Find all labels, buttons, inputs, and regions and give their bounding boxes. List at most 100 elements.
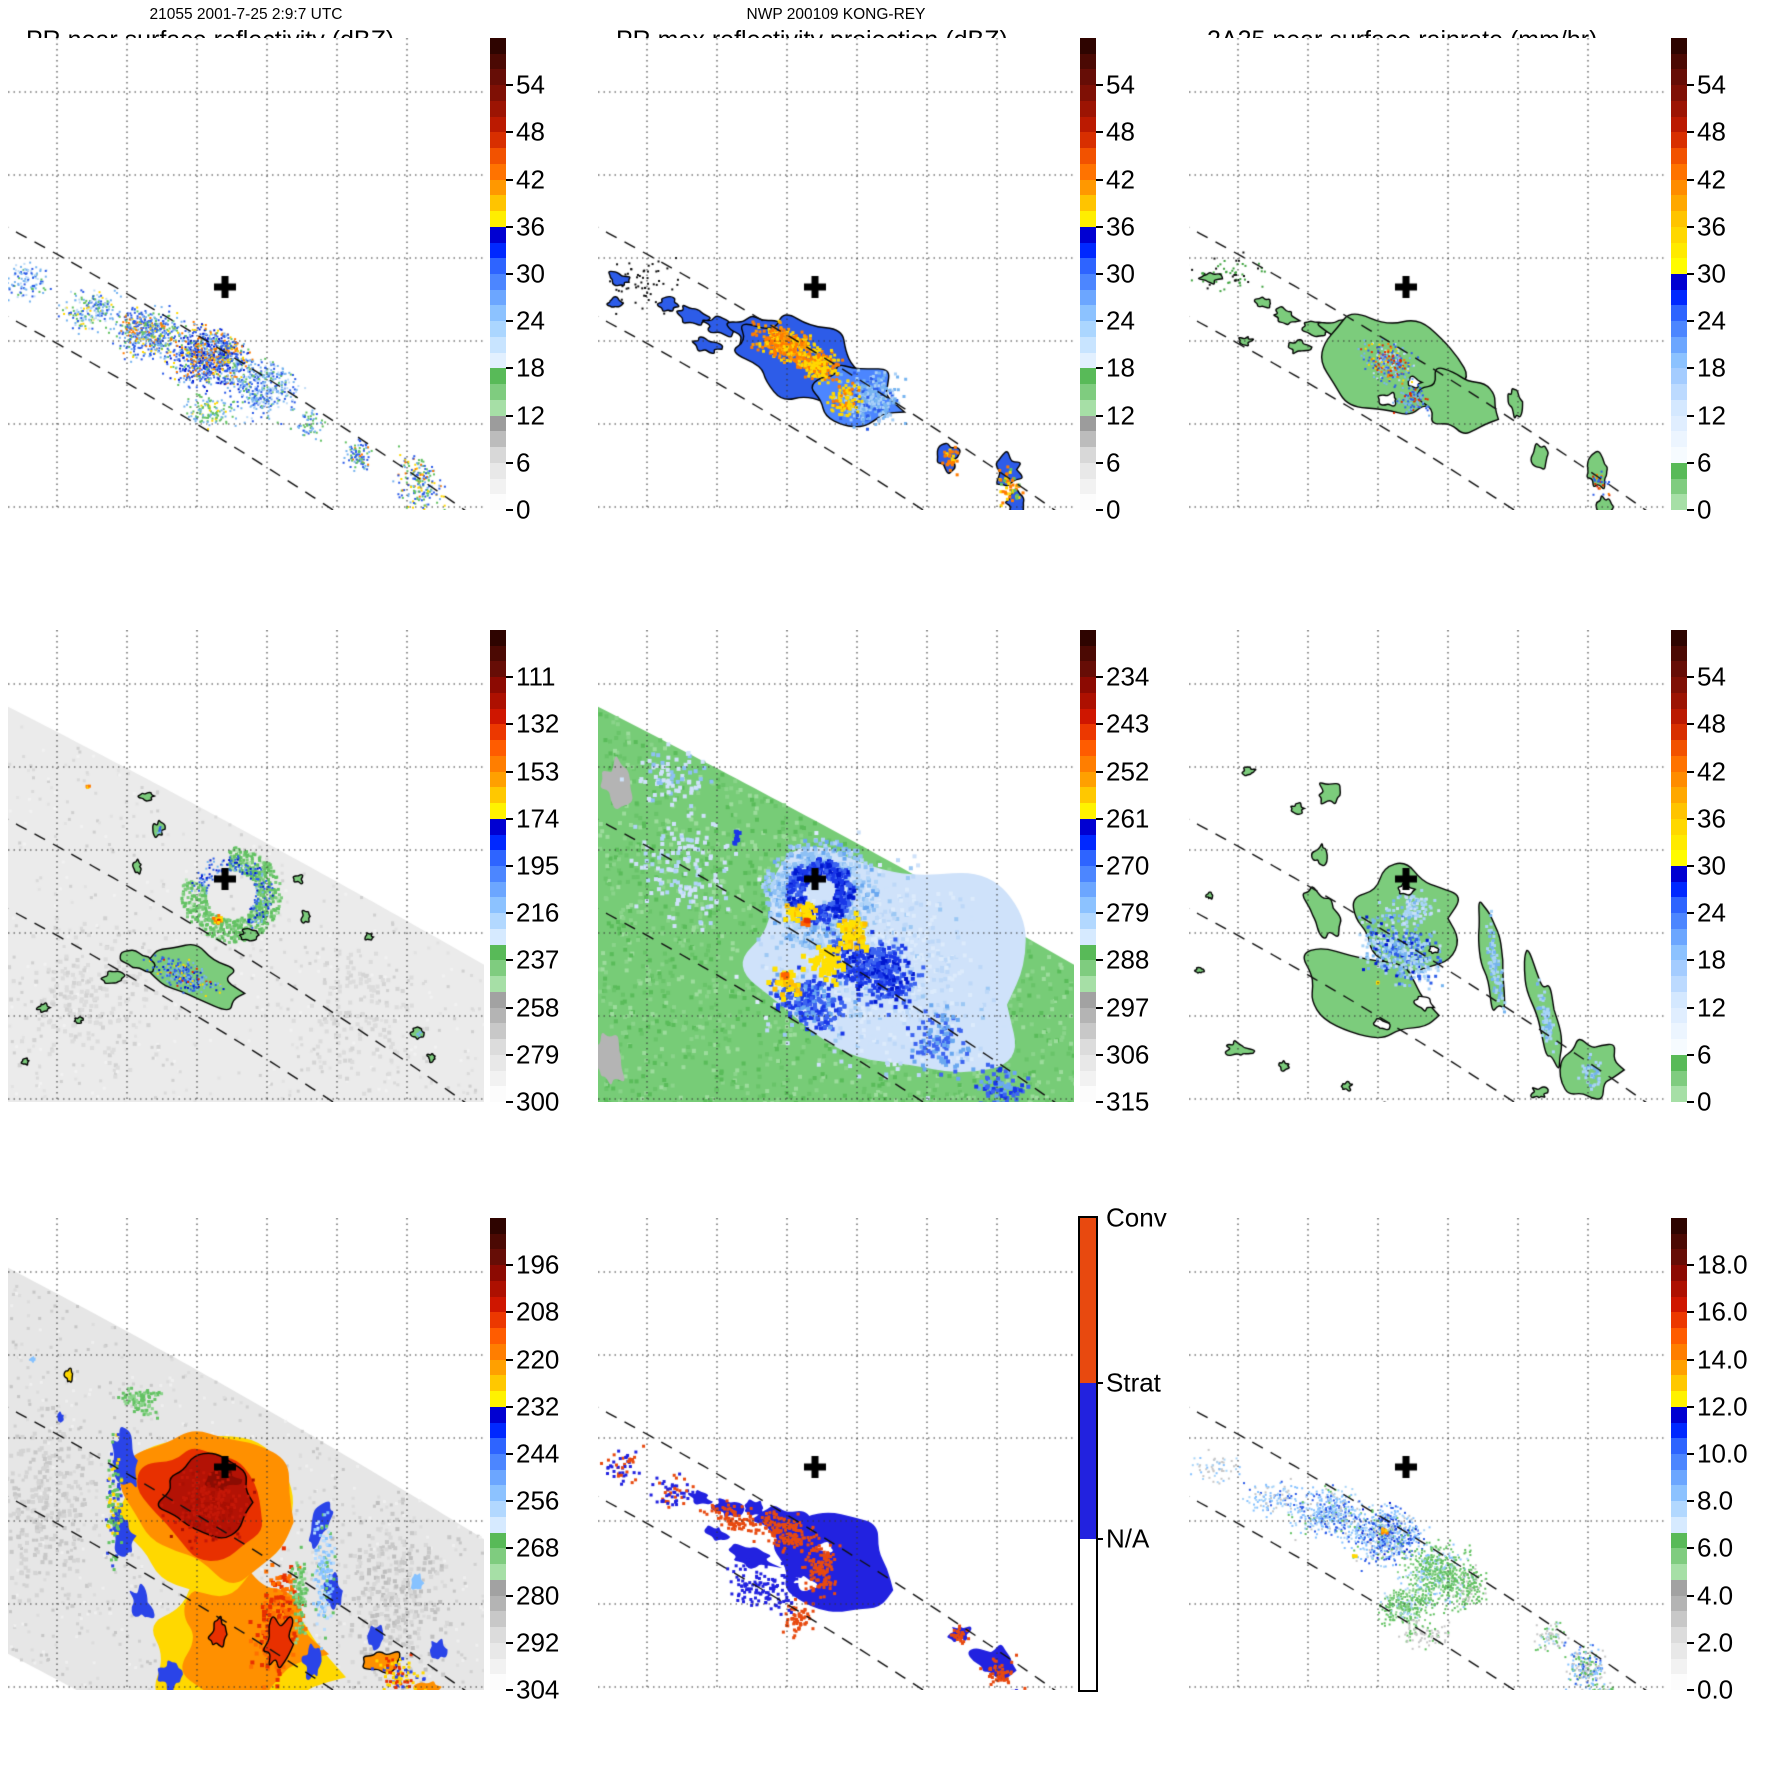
colorbar-segment	[1080, 1383, 1096, 1539]
colorbar-cell	[1080, 368, 1096, 385]
colorbar-cell	[1671, 100, 1687, 117]
colorbar-cell	[1671, 928, 1687, 945]
colorbar-cell	[490, 384, 506, 400]
colorbar-label: 18	[1106, 352, 1135, 383]
colorbar-label: 153	[516, 756, 560, 787]
colorbar-segment	[1080, 1538, 1096, 1690]
colorbar-tick	[1687, 1594, 1694, 1597]
colorbar-cell	[490, 1086, 506, 1103]
colorbar-cell	[1671, 1054, 1687, 1071]
colorbar-tick	[506, 273, 513, 275]
colorbar-cell	[490, 1548, 506, 1565]
colorbar-cell	[490, 195, 506, 212]
colorbar-cell	[490, 1674, 506, 1691]
colorbar-cell	[1671, 226, 1687, 243]
map-d	[8, 630, 484, 1102]
colorbar-cell	[1671, 913, 1687, 929]
colorbar-cell	[490, 336, 506, 353]
colorbar-cell	[1671, 38, 1687, 54]
colorbar-cell	[490, 53, 506, 70]
colorbar-cell	[1671, 258, 1687, 275]
colorbar-cell	[1671, 1249, 1687, 1266]
colorbar-cell	[490, 928, 506, 945]
colorbar-cell	[490, 1070, 506, 1087]
colorbar-cell	[490, 1218, 506, 1234]
colorbar	[1671, 630, 1687, 1103]
colorbar-cell	[1671, 1375, 1687, 1392]
colorbar-label: 252	[1106, 756, 1150, 787]
colorbar-label: 6	[516, 447, 531, 478]
colorbar-cell	[490, 289, 506, 306]
colorbar-cell	[1080, 179, 1096, 196]
colorbar-tick	[1687, 912, 1694, 915]
colorbar-cell	[490, 881, 506, 898]
colorbar-cell	[1671, 1454, 1687, 1470]
colorbar-tick	[506, 912, 513, 915]
colorbar-label: 288	[1106, 944, 1150, 975]
colorbar-cell	[490, 1485, 506, 1502]
colorbar-segment	[1080, 1218, 1096, 1384]
colorbar-cell	[490, 661, 506, 678]
colorbar-label: 258	[516, 992, 560, 1023]
map-b	[598, 38, 1074, 510]
colorbar-cell	[490, 1532, 506, 1549]
colorbar-label: 54	[516, 69, 545, 100]
colorbar-cell	[1671, 1548, 1687, 1565]
colorbar-tick	[1687, 1641, 1694, 1644]
colorbar-label: 261	[1106, 803, 1150, 834]
colorbar-label: 14.0	[1697, 1344, 1748, 1375]
colorbar-tick	[506, 84, 513, 87]
colorbar-cell	[1080, 740, 1096, 756]
colorbar-cell	[1671, 1469, 1687, 1486]
colorbar-cell	[490, 69, 506, 86]
colorbar-tick	[506, 865, 513, 867]
colorbar-cell	[1671, 976, 1687, 992]
colorbar-cell	[490, 1249, 506, 1266]
colorbar-label: 18	[516, 352, 545, 383]
colorbar-label: 16.0	[1697, 1296, 1748, 1327]
colorbar-tick	[1096, 225, 1103, 228]
colorbar-cell	[490, 447, 506, 463]
panel-header: NWP 200109 KONG-REY	[746, 6, 926, 23]
panel-a: 21055 2001-7-25 2:9:7 UTC PR near surfac…	[0, 0, 590, 591]
colorbar-tick	[506, 178, 513, 181]
colorbar-cell	[1080, 132, 1096, 149]
colorbar-tick	[1687, 959, 1694, 962]
colorbar-cell	[1080, 242, 1096, 259]
colorbar-tick	[1096, 770, 1103, 773]
colorbar-tick	[506, 320, 513, 323]
map-i	[1189, 1218, 1665, 1690]
colorbar-cell	[1080, 991, 1096, 1008]
colorbar-cell	[490, 692, 506, 709]
colorbar-label: 268	[516, 1532, 560, 1563]
colorbar-cell	[490, 976, 506, 992]
panel-i: 2A23 storm height (km) 18.016.014.012.01…	[1181, 1180, 1771, 1771]
colorbar-cell	[490, 803, 506, 819]
colorbar-tick	[506, 1453, 513, 1455]
colorbar-label: 304	[516, 1674, 560, 1705]
colorbar-cell	[490, 1007, 506, 1024]
colorbar-tick	[1687, 1453, 1694, 1455]
colorbar-tick	[1687, 461, 1694, 464]
colorbar-cell	[1671, 447, 1687, 463]
panel-c: 2A25 near surface rainrate (mm/hr) 54484…	[1181, 0, 1771, 591]
colorbar-tick	[1687, 131, 1694, 134]
colorbar-tick	[1687, 865, 1694, 867]
colorbar-tick	[1687, 770, 1694, 773]
colorbar-cell	[1671, 677, 1687, 693]
colorbar-tick	[1096, 1053, 1103, 1056]
colorbar-tick	[506, 225, 513, 228]
colorbar-cell	[490, 1454, 506, 1470]
colorbar-cell	[490, 1312, 506, 1329]
colorbar	[490, 1218, 506, 1691]
colorbar-cell	[1080, 677, 1096, 693]
colorbar-label: 8.0	[1697, 1485, 1734, 1516]
colorbar-cell	[490, 1233, 506, 1250]
colorbar-cell	[490, 1265, 506, 1281]
colorbar-cell	[1671, 771, 1687, 788]
colorbar-label: 270	[1106, 850, 1150, 881]
colorbar-cell	[490, 1280, 506, 1297]
colorbar-label: 237	[516, 944, 560, 975]
colorbar-label: 279	[516, 1039, 560, 1070]
